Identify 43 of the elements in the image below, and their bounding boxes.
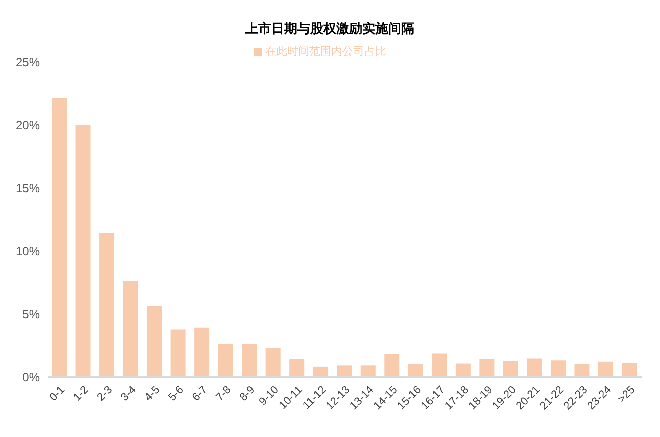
bar [527,358,542,377]
y-tick-label: 20% [16,118,40,132]
bar [218,344,234,377]
bar [194,328,210,377]
bar [100,233,115,377]
x-tick-label: 3-4 [119,384,139,404]
y-tick-label: 15% [16,181,40,196]
bar [147,306,162,377]
y-tick-label: 0% [22,370,40,384]
x-tick-label: 6-7 [190,384,210,404]
bar [598,362,614,377]
bar [170,330,186,377]
bar [76,125,91,377]
bar [503,361,518,377]
bar [432,354,448,377]
bar [123,281,138,377]
y-tick-label: 25% [16,55,40,70]
bar [337,366,352,377]
bar [384,354,400,377]
bar [242,344,258,377]
bar [290,359,305,377]
bar [550,360,566,377]
bar [574,364,590,377]
bar [480,359,495,377]
x-tick-label: 7-8 [214,384,234,404]
legend-label: 在此时间范围内公司占比 [266,45,386,58]
x-tick-label: 9-10 [257,384,282,408]
y-tick-label: 10% [16,244,40,258]
bar [408,364,424,377]
x-tick-label: 0-1 [48,384,68,404]
bar [52,98,67,377]
x-tick-label: 1-2 [72,384,92,404]
x-tick-label: 2-3 [95,384,116,404]
y-tick-label: 5% [22,307,40,322]
x-tick-label: 8-9 [238,384,258,404]
x-tick-label: 5-6 [166,384,186,404]
bar [622,363,638,377]
x-tick-label: 4-5 [142,384,163,404]
chart-title: 上市日期与股权激励实施间隔 [244,20,416,39]
bar [266,348,281,377]
bar [456,364,471,377]
x-tick-label: >25 [616,384,638,406]
bar [360,366,376,377]
